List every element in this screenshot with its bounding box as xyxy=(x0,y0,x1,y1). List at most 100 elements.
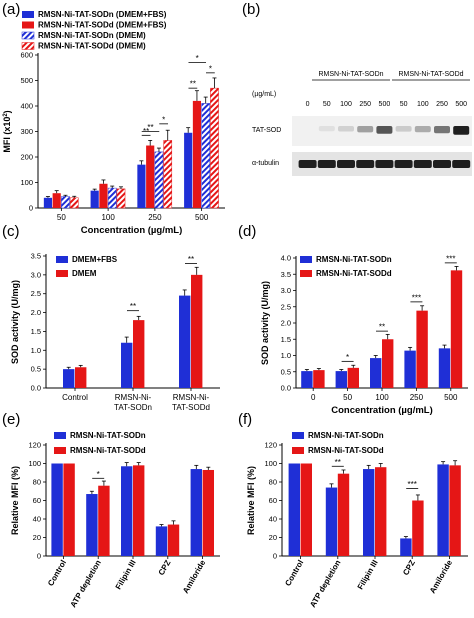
y-tick-label: 3.0 xyxy=(31,270,41,279)
legend-label: RMSN-Ni-TAT-SODn (DMEM) xyxy=(38,31,146,40)
blot-lane-label: 500 xyxy=(379,101,391,108)
bar xyxy=(412,500,424,556)
blot-band-tat-sod xyxy=(318,126,335,132)
x-category-label: Control xyxy=(46,559,68,588)
y-tick-label: 3.0 xyxy=(281,286,291,295)
bar xyxy=(146,145,155,208)
y-tick-label: 20 xyxy=(33,533,41,542)
blot-group-label-1: RMSN-Ni-TAT-SODn xyxy=(318,71,383,78)
y-tick-label: 1.5 xyxy=(31,327,41,336)
y-axis-label: SOD activity (U/mg) xyxy=(260,281,270,365)
significance-label: ** xyxy=(130,302,136,311)
legend-swatch xyxy=(22,21,34,29)
legend-swatch xyxy=(56,256,68,263)
x-category-label: 500 xyxy=(195,213,209,222)
x-category-label: 0 xyxy=(311,393,316,402)
chart-sod-activity-medium: 0.0 0.5 1.0 1.5 2.0 2.5 3.0 3.5 SOD activity (U/… xyxy=(10,252,220,412)
y-tick-label: 120 xyxy=(28,441,41,450)
bar xyxy=(98,485,110,556)
bar xyxy=(43,197,53,208)
x-category-label-line: 100 xyxy=(375,393,389,402)
y-tick-label: 400 xyxy=(20,102,33,111)
significance-label: ** xyxy=(188,255,194,264)
bar xyxy=(133,320,145,388)
y-axis-label-text: Relative MFI (%) xyxy=(246,466,256,535)
bar xyxy=(300,463,312,556)
chart-relative-mfi-inhibitors-f: 0 20 40 60 80 100 120 Relative MFI (%) Control AT… xyxy=(246,431,468,609)
legend-swatch xyxy=(54,432,66,439)
y-tick-label: 200 xyxy=(20,153,33,162)
y-tick-label: 0.0 xyxy=(31,384,41,393)
significance-label: * xyxy=(346,353,349,362)
y-tick-label: 2.5 xyxy=(31,289,41,298)
bar xyxy=(347,367,359,388)
blot-row-label-tubulin: α-tubulin xyxy=(252,160,279,167)
blot-band-tubulin xyxy=(337,160,355,168)
legend-swatch xyxy=(56,270,68,277)
y-tick-label: 1.0 xyxy=(281,351,291,360)
legend-swatch xyxy=(54,447,66,454)
x-category-label: 250 xyxy=(410,393,424,402)
y-axis-label-text: SOD activity (U/mg) xyxy=(260,281,270,365)
y-tick-label: 1.0 xyxy=(31,346,41,355)
y-axis-label-text: Relative MFI (%) xyxy=(10,466,20,535)
panel-label-d: (d) xyxy=(238,223,256,240)
y-tick-label: 2.0 xyxy=(281,319,291,328)
bar xyxy=(163,140,173,209)
legend-swatch xyxy=(300,270,312,277)
significance-label: ** xyxy=(190,80,196,89)
bar xyxy=(301,371,313,388)
bar xyxy=(192,100,202,208)
x-category-label: 100 xyxy=(101,213,115,222)
bar xyxy=(210,87,219,209)
x-category-label: ATP depletion xyxy=(308,558,342,609)
blot-band-tat-sod xyxy=(414,126,431,133)
blot-band-tat-sod xyxy=(453,126,470,135)
blot-band-tubulin xyxy=(394,160,413,168)
blot-band-tat-sod xyxy=(338,126,354,132)
y-tick-label: 100 xyxy=(264,459,277,468)
y-tick-label: 20 xyxy=(269,533,277,542)
legend-label: RMSN-Ni-TAT-SODd (DMEM) xyxy=(38,42,146,51)
bar xyxy=(363,469,375,556)
bar xyxy=(52,193,61,208)
bar xyxy=(107,187,117,209)
x-category-label-line: 100 xyxy=(101,213,115,222)
bar xyxy=(179,295,191,388)
x-category-label: 500 xyxy=(444,393,458,402)
y-tick-label: 600 xyxy=(20,51,33,60)
blot-lane-label: 0 xyxy=(306,101,310,108)
x-axis-label: Concentration (µg/mL) xyxy=(331,405,433,416)
blot-lane-label: 500 xyxy=(455,101,467,108)
x-category-label-line: 50 xyxy=(57,213,66,222)
bar xyxy=(69,197,79,209)
bar xyxy=(116,188,126,209)
legend-swatch xyxy=(292,432,304,439)
bar xyxy=(137,164,146,208)
bar xyxy=(201,103,211,209)
blot-band-tat-sod xyxy=(357,126,374,133)
blot-lane-label: 250 xyxy=(436,101,448,108)
y-tick-label: 2.5 xyxy=(281,302,291,311)
blot-lane-label: 50 xyxy=(400,101,408,108)
blot-band-tubulin xyxy=(452,160,471,168)
bar xyxy=(438,348,451,388)
x-category-label: ATP depletion xyxy=(69,558,103,609)
x-category-label-line: TAT-SODn xyxy=(114,403,152,412)
bar xyxy=(154,151,164,209)
legend-label: RMSN-Ni-TAT-SODn (DMEM+FBS) xyxy=(38,10,167,19)
y-tick-label: 0 xyxy=(29,204,33,213)
y-axis-label-superscript: 2 xyxy=(3,113,9,117)
bar xyxy=(121,342,133,388)
x-category-label: Control xyxy=(62,393,88,402)
bar xyxy=(155,526,168,556)
x-category-label: Amiloride xyxy=(428,558,455,595)
y-tick-label: 100 xyxy=(20,178,33,187)
bar xyxy=(313,370,325,388)
significance-label: *** xyxy=(412,293,421,302)
y-tick-label: 80 xyxy=(33,478,41,487)
legend-swatch xyxy=(22,11,34,18)
panel-label-c: (c) xyxy=(2,223,20,240)
bar xyxy=(416,310,428,388)
blot-lane-label: 250 xyxy=(359,101,371,108)
